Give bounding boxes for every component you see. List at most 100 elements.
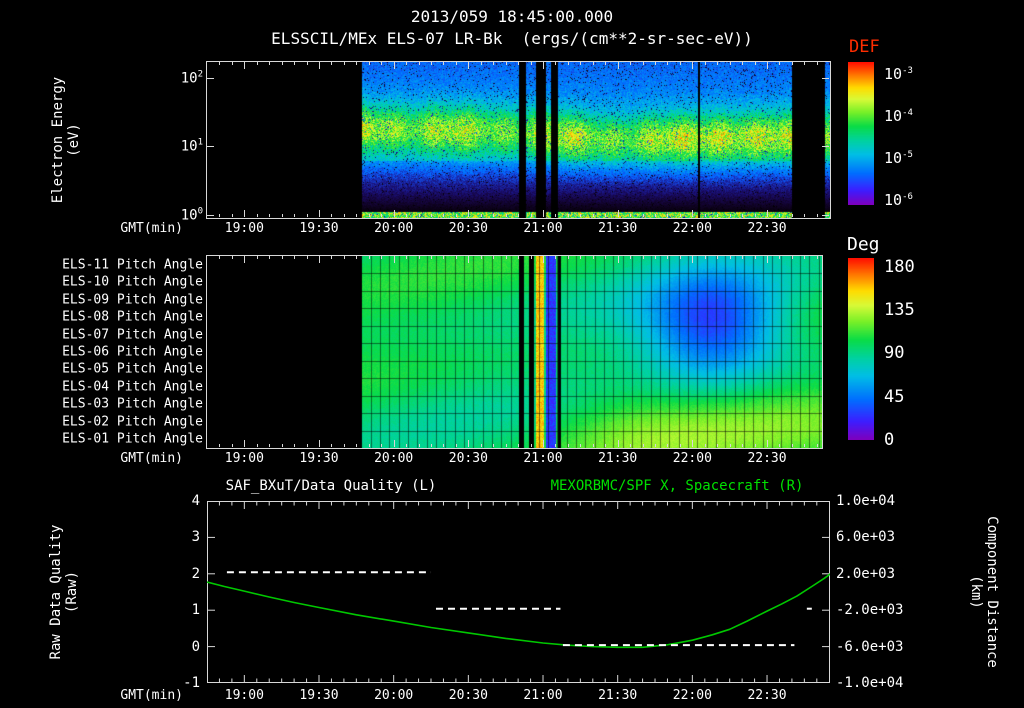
axis-tick xyxy=(742,62,743,65)
axis-tick xyxy=(269,444,270,447)
timestamp-title: 2013/059 18:45:00.000 xyxy=(410,7,614,26)
axis-tick xyxy=(443,214,444,217)
axis-tick xyxy=(506,444,507,447)
axis-tick xyxy=(531,62,532,65)
axis-tick xyxy=(468,440,469,447)
axis-tick xyxy=(593,256,594,259)
axis-tick xyxy=(618,62,619,69)
distance-tick-label: -2.0e+03 xyxy=(836,602,904,618)
axis-tick xyxy=(643,256,644,259)
axis-tick xyxy=(543,440,544,447)
axis-tick xyxy=(630,256,631,259)
axis-tick xyxy=(804,256,805,259)
axis-tick xyxy=(356,256,357,259)
axis-tick xyxy=(680,444,681,447)
axis-tick xyxy=(804,444,805,447)
time-tick-label: 22:30 xyxy=(747,221,787,236)
axis-tick xyxy=(244,440,245,447)
axis-tick xyxy=(356,62,357,65)
axis-tick xyxy=(543,62,544,69)
axis-tick xyxy=(655,444,656,447)
axis-tick xyxy=(369,62,370,65)
axis-tick xyxy=(543,210,544,217)
axis-tick xyxy=(792,214,793,217)
pitch-row-label: ELS-11 Pitch Angle xyxy=(62,257,203,273)
pitch-row-label: ELS-08 Pitch Angle xyxy=(62,309,203,325)
pitch-angle-canvas xyxy=(207,256,822,448)
axis-tick xyxy=(822,146,829,147)
axis-tick xyxy=(667,214,668,217)
axis-tick xyxy=(443,256,444,259)
deg-colorbar xyxy=(848,258,874,440)
axis-tick xyxy=(394,62,395,69)
axis-tick xyxy=(779,214,780,217)
axis-tick xyxy=(468,62,469,69)
axis-tick xyxy=(767,440,768,447)
bottom-right-series-title: MEXORBMC/SPF X, Spacecraft (R) xyxy=(550,478,804,494)
axis-tick xyxy=(643,214,644,217)
axis-tick xyxy=(244,256,245,263)
energy-tick-label: 102 xyxy=(180,69,203,87)
axis-tick xyxy=(755,214,756,217)
distance-tick-label: -6.0e+03 xyxy=(836,639,904,655)
pitch-row-label: ELS-10 Pitch Angle xyxy=(62,274,203,290)
pitch-angle-panel xyxy=(206,255,823,449)
axis-tick xyxy=(804,214,805,217)
quality-tick-label: -1 xyxy=(183,675,200,691)
axis-tick xyxy=(443,444,444,447)
time-tick-label: 19:00 xyxy=(224,451,264,466)
time-tick-label: 19:00 xyxy=(224,221,264,236)
axis-tick xyxy=(244,210,245,217)
axis-tick xyxy=(493,214,494,217)
axis-tick xyxy=(294,214,295,217)
time-tick-label: 22:00 xyxy=(672,688,712,703)
axis-tick xyxy=(767,210,768,217)
axis-tick xyxy=(257,256,258,259)
def-colorbar xyxy=(848,62,874,205)
axis-tick xyxy=(394,210,395,217)
axis-tick xyxy=(207,146,214,147)
axis-tick xyxy=(568,214,569,217)
axis-tick xyxy=(518,256,519,259)
axis-tick xyxy=(817,214,818,217)
axis-tick xyxy=(817,256,818,259)
axis-tick xyxy=(717,444,718,447)
axis-tick xyxy=(394,440,395,447)
axis-tick xyxy=(257,214,258,217)
axis-tick xyxy=(319,440,320,447)
axis-tick xyxy=(755,444,756,447)
axis-tick xyxy=(692,62,693,69)
axis-tick xyxy=(493,444,494,447)
axis-tick xyxy=(730,214,731,217)
axis-tick xyxy=(692,440,693,447)
energy-tick-label: 101 xyxy=(180,137,203,155)
axis-tick xyxy=(755,62,756,65)
axis-tick xyxy=(730,444,731,447)
deg-tick-label: 45 xyxy=(884,387,905,407)
axis-tick xyxy=(531,214,532,217)
axis-tick xyxy=(406,444,407,447)
axis-tick xyxy=(331,214,332,217)
axis-tick xyxy=(506,62,507,65)
axis-tick xyxy=(307,214,308,217)
spectrogram-y-axis-label-line2: (eV) xyxy=(66,123,82,157)
axis-tick xyxy=(406,62,407,65)
raw-data-quality-axis-label: Raw Data Quality (Raw) xyxy=(48,514,80,670)
deg-tick-label: 180 xyxy=(884,257,915,277)
axis-tick xyxy=(219,444,220,447)
axis-tick xyxy=(555,214,556,217)
distance-tick-label: 1.0e+04 xyxy=(836,493,896,509)
spectrogram-canvas xyxy=(207,62,830,218)
axis-tick xyxy=(531,256,532,259)
axis-tick xyxy=(419,62,420,65)
def-colorbar-title: DEF xyxy=(849,37,880,57)
axis-tick xyxy=(822,78,829,79)
axis-tick xyxy=(767,62,768,69)
axis-tick xyxy=(618,256,619,263)
axis-tick xyxy=(779,62,780,65)
bottom-left-series-title: SAF_BXuT/Data Quality (L) xyxy=(225,478,437,494)
axis-tick xyxy=(307,62,308,65)
axis-tick xyxy=(705,444,706,447)
axis-tick xyxy=(705,214,706,217)
